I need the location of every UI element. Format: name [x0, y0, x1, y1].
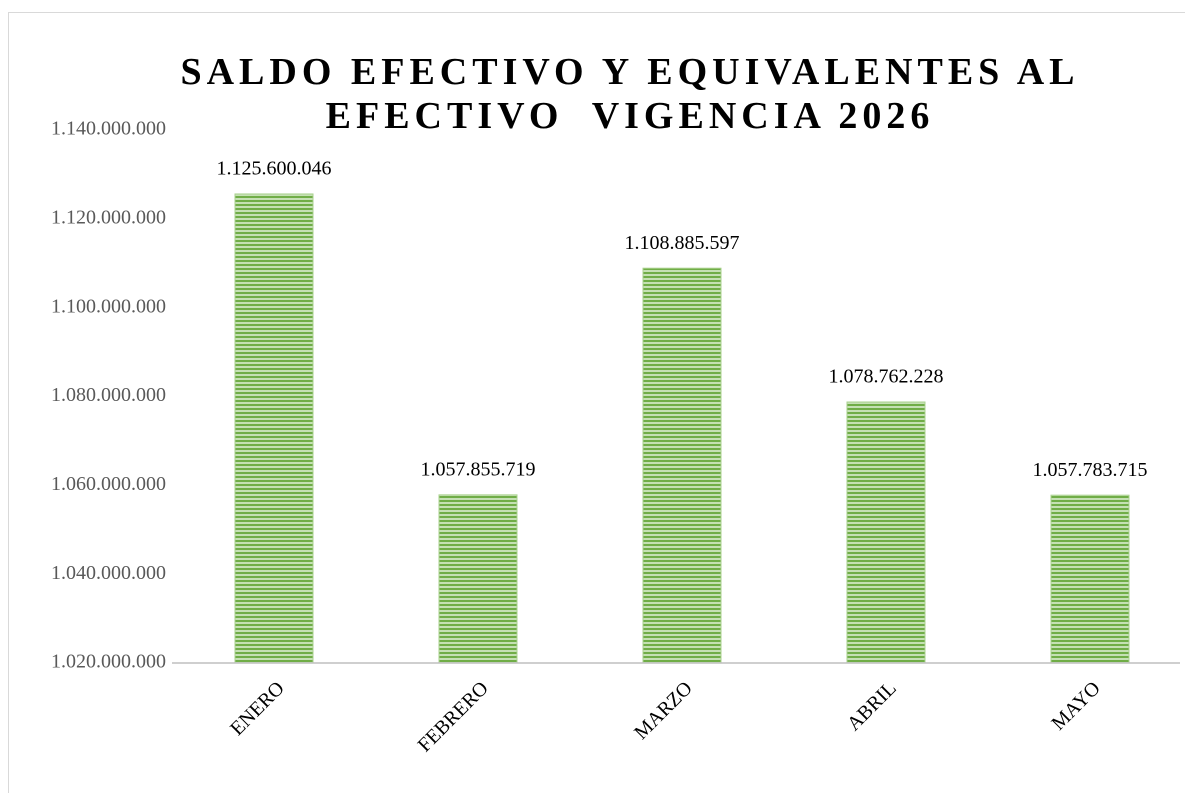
data-label: 1.078.762.228 [829, 366, 944, 388]
data-label: 1.057.783.715 [1033, 459, 1148, 481]
y-tick-label: 1.120.000.000 [51, 206, 166, 228]
x-tick-label: ABRIL [843, 677, 901, 735]
y-tick-label: 1.100.000.000 [51, 295, 166, 317]
data-label: 1.125.600.046 [217, 158, 332, 180]
bar [1050, 494, 1130, 664]
chart-title: SALDO EFECTIVO Y EQUIVALENTES AL EFECTIV… [180, 51, 1095, 137]
x-tick-label: MAYO [1047, 677, 1104, 734]
x-tick-label: FEBRERO [414, 677, 493, 756]
y-tick-label: 1.020.000.000 [51, 651, 166, 673]
bar [846, 401, 926, 664]
bar [642, 267, 722, 664]
x-tick-label: MARZO [630, 677, 697, 744]
x-tick-label: ENERO [226, 677, 289, 740]
data-label: 1.057.855.719 [421, 458, 536, 480]
y-tick-label: 1.040.000.000 [51, 562, 166, 584]
bar [234, 193, 314, 664]
data-label: 1.108.885.597 [625, 232, 740, 254]
chart-frame [8, 12, 1185, 793]
y-tick-label: 1.140.000.000 [51, 118, 166, 140]
y-tick-label: 1.060.000.000 [51, 473, 166, 495]
bar [438, 494, 518, 664]
y-tick-label: 1.080.000.000 [51, 384, 166, 406]
